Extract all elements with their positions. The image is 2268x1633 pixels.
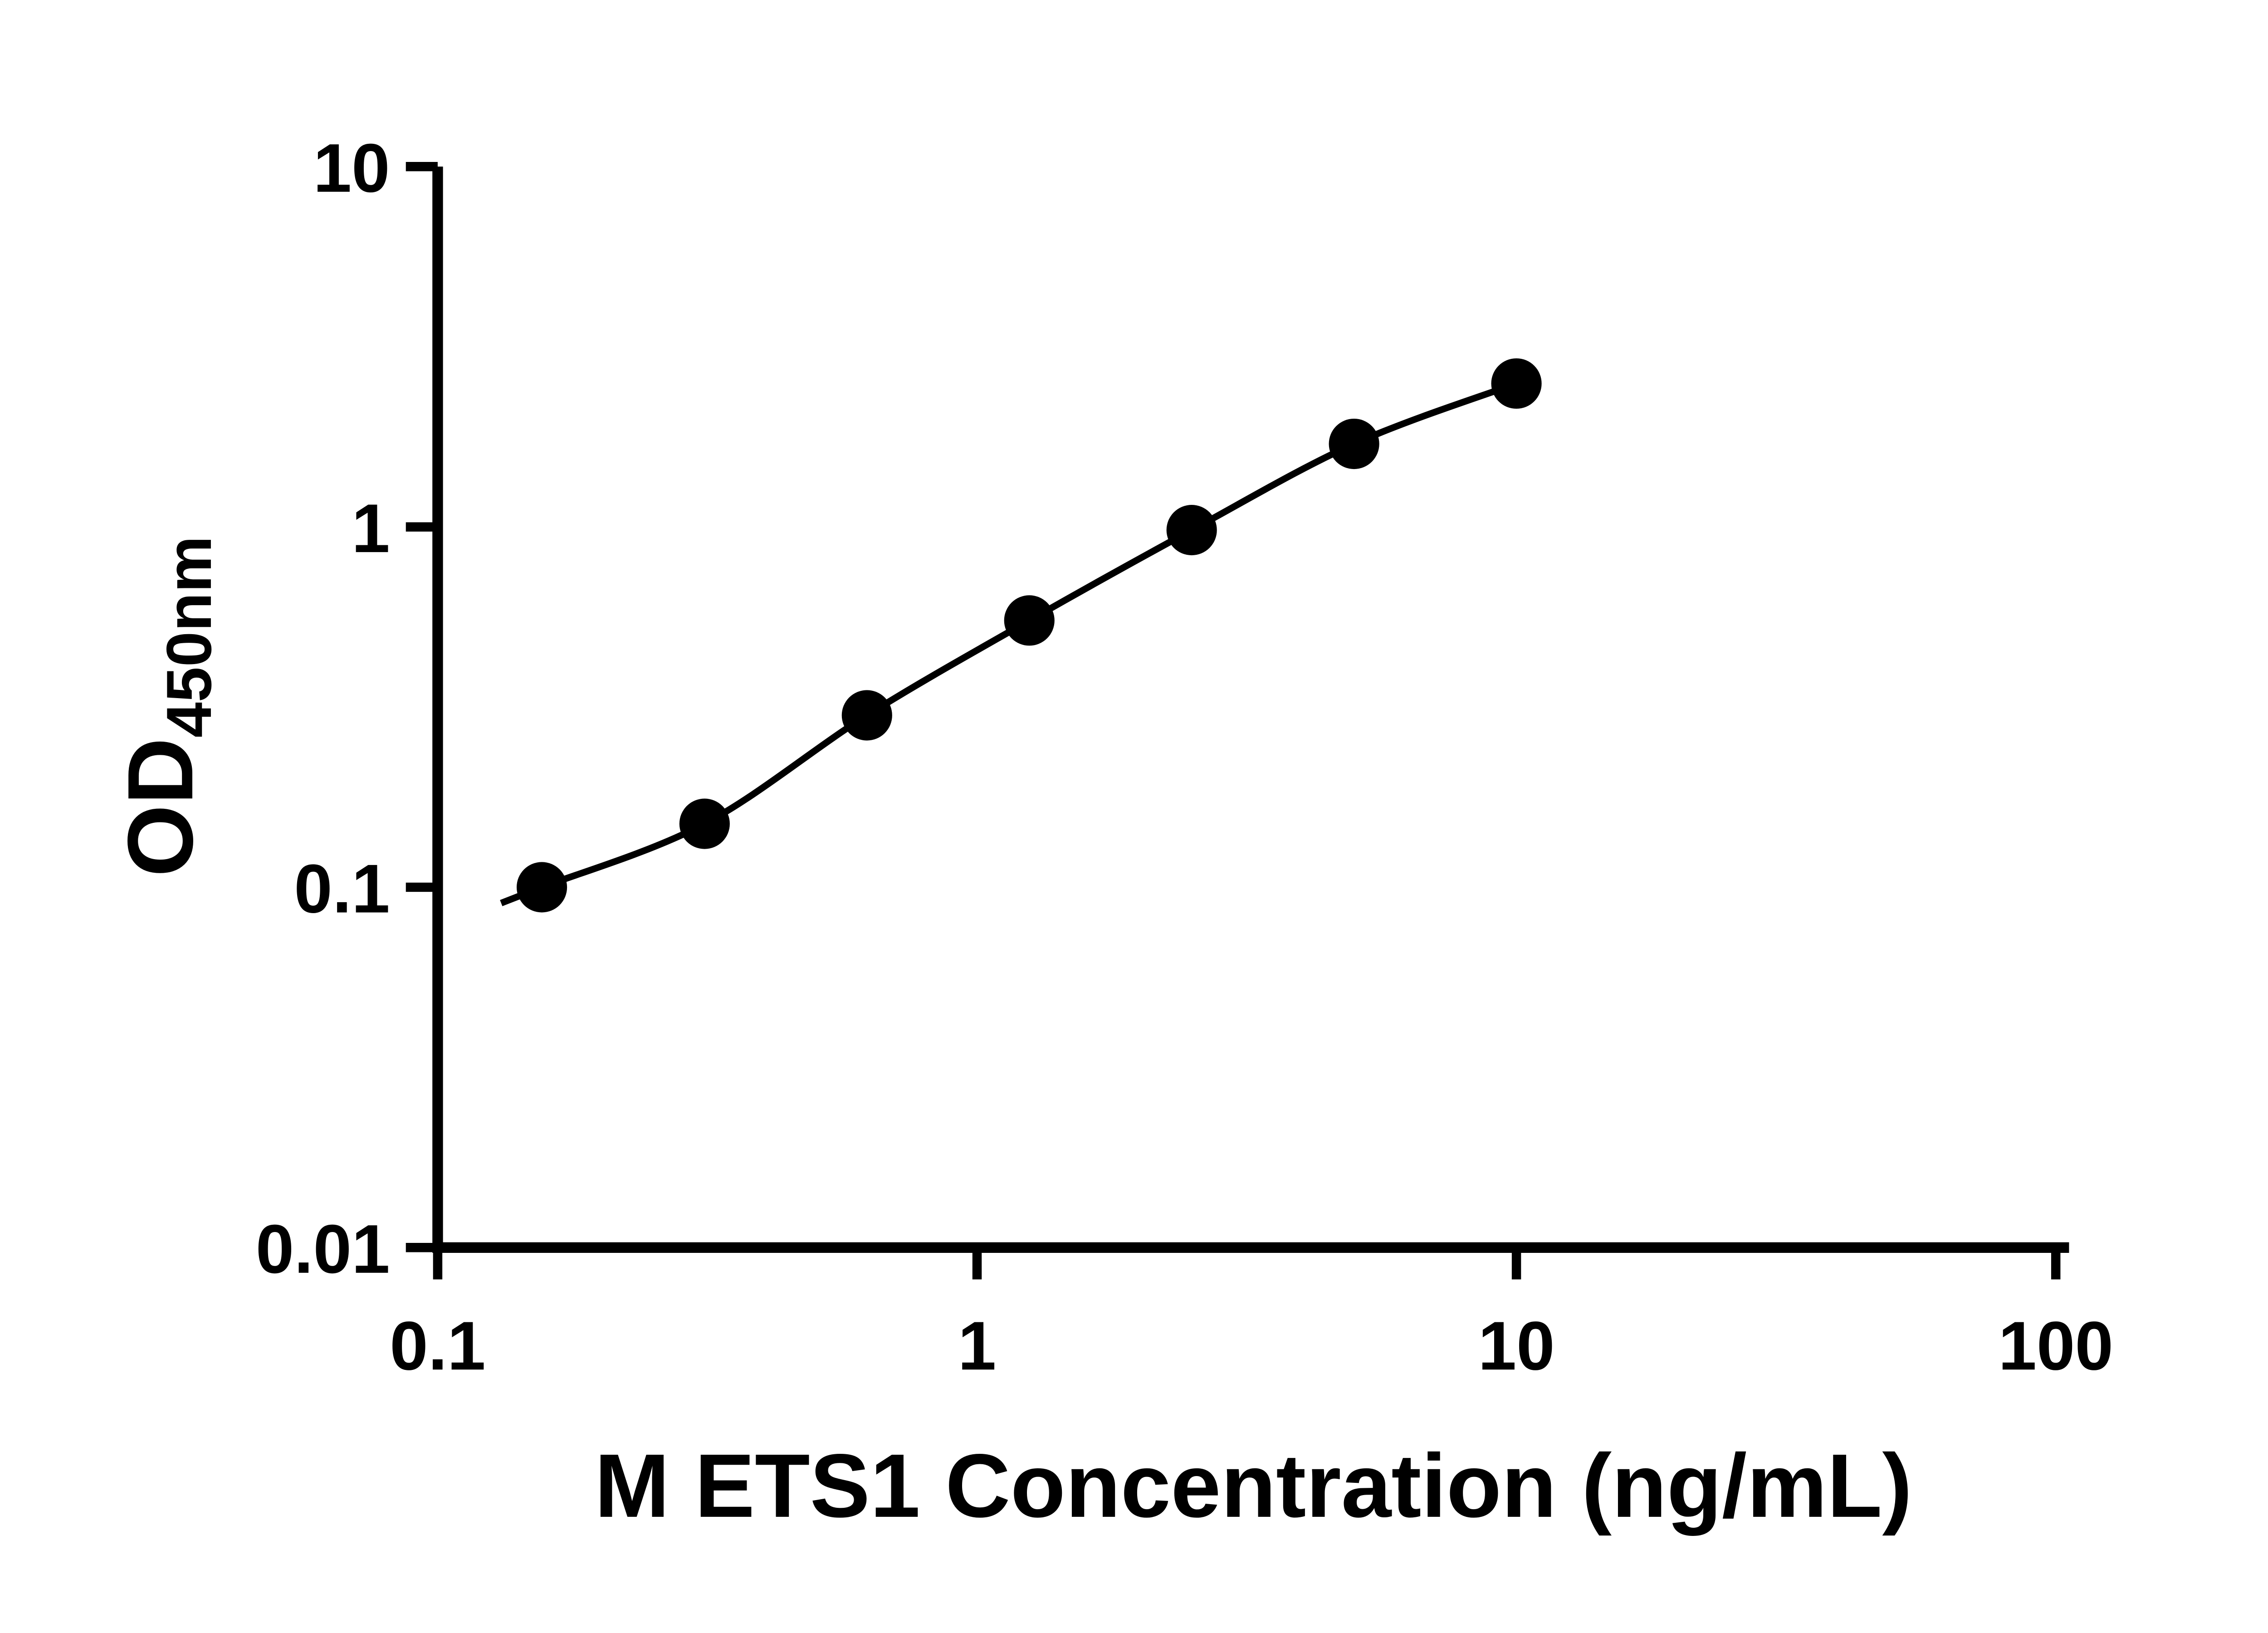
y-tick-label: 0.01 [256,1211,390,1288]
y-tick-label: 0.1 [294,851,390,928]
y-axis-title-sub: 450nm [153,536,225,738]
x-tick-label: 1 [958,1307,997,1384]
axes [432,166,2069,1253]
data-point [516,862,567,913]
y-axis-title: OD450nm [109,536,225,877]
data-point [1491,358,1542,409]
data-point [1004,595,1055,646]
y-axis-title-main: OD [109,738,212,877]
x-tick-label: 0.1 [390,1307,485,1384]
data-point [841,690,892,741]
y-tick-label: 1 [352,490,390,567]
data-point [1329,418,1379,469]
y-tick-label: 10 [313,130,390,207]
x-tick-label: 100 [1998,1307,2113,1384]
data-point [679,798,730,849]
x-axis-title: M ETS1 Concentration (ng/mL) [595,1436,1912,1536]
data-point [1166,505,1217,556]
x-tick-label: 10 [1478,1307,1555,1384]
